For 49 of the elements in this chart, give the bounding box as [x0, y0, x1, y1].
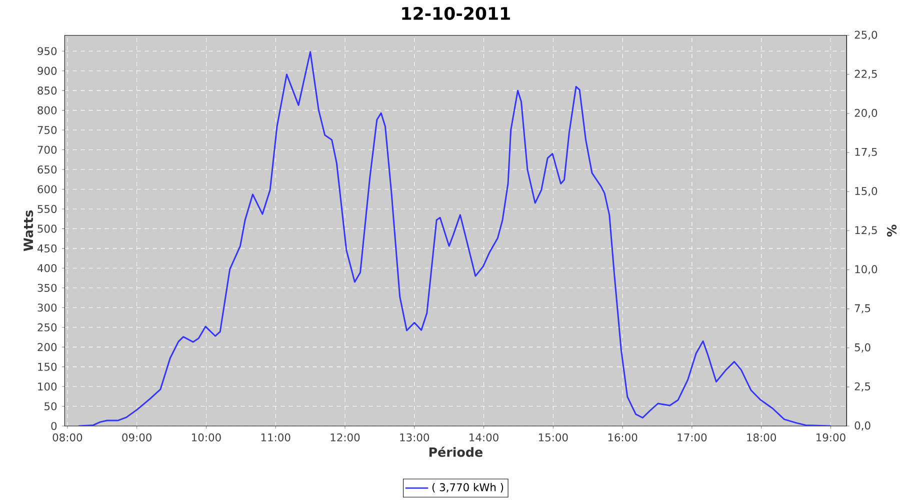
y-tick-label: 200: [38, 343, 57, 352]
y-tick-label: 450: [37, 244, 57, 252]
y-tick-label: 0: [51, 422, 57, 430]
chart-title: 12-10-2011: [402, 6, 510, 20]
y-tick-label: 550: [38, 204, 57, 213]
legend-label: ( 3,770 kWh ): [432, 483, 504, 493]
x-tick-label: 10:00: [192, 433, 221, 442]
line-series: [78, 51, 832, 426]
y-tick-label: 800: [38, 106, 57, 114]
y2-tick-label: 2,5: [854, 382, 870, 392]
y-tick-label: 100: [38, 382, 57, 391]
y2-tick-label: 12,5: [855, 226, 877, 236]
y-tick-label: 250: [38, 323, 57, 332]
y-tick-label: 700: [38, 146, 57, 154]
x-tick-label: 17:00: [678, 433, 707, 442]
x-tick-label: 15:00: [538, 433, 568, 442]
y-axis-title: Watts: [24, 210, 34, 252]
y-tick-label: 50: [44, 402, 57, 410]
y-tick-label: 500: [38, 224, 57, 233]
y2-tick-label: 22,5: [854, 70, 877, 79]
x-tick-label: 16:00: [608, 433, 638, 442]
y-tick-label: 150: [38, 362, 57, 371]
x-axis-title: Période: [429, 446, 482, 457]
y-tick-label: 900: [38, 66, 57, 75]
y-tick-label: 950: [38, 47, 57, 56]
y-tick-label: 350: [38, 284, 57, 292]
y2-tick-label: 5,0: [854, 343, 870, 352]
x-tick-label: 13:00: [400, 433, 430, 442]
y2-tick-label: 25,0: [854, 30, 878, 40]
y-tick-label: 750: [38, 126, 57, 134]
x-tick-label: 12:00: [330, 433, 360, 442]
x-tick-label: 14:00: [470, 433, 498, 442]
x-tick-label: 18:00: [747, 433, 776, 442]
y-tick-label: 400: [37, 264, 57, 272]
y2-tick-label: 7,5: [854, 304, 870, 314]
y2-tick-label: 20,0: [854, 108, 878, 118]
y2-tick-label: 17,5: [855, 148, 877, 158]
y2-axis-title: %: [886, 224, 897, 237]
y-tick-label: 850: [38, 86, 57, 95]
x-tick-label: 19:00: [816, 433, 846, 442]
y2-tick-label: 0,0: [854, 421, 870, 431]
y-tick-label: 650: [38, 165, 57, 174]
x-tick-label: 08:00: [52, 433, 82, 442]
y-tick-label: 600: [38, 185, 57, 194]
x-tick-label: 09:00: [122, 433, 152, 442]
y2-tick-label: 10,0: [855, 265, 878, 274]
x-tick-label: 11:00: [261, 433, 290, 442]
y-tick-label: 300: [38, 304, 57, 312]
y2-tick-label: 15,0: [855, 187, 878, 196]
